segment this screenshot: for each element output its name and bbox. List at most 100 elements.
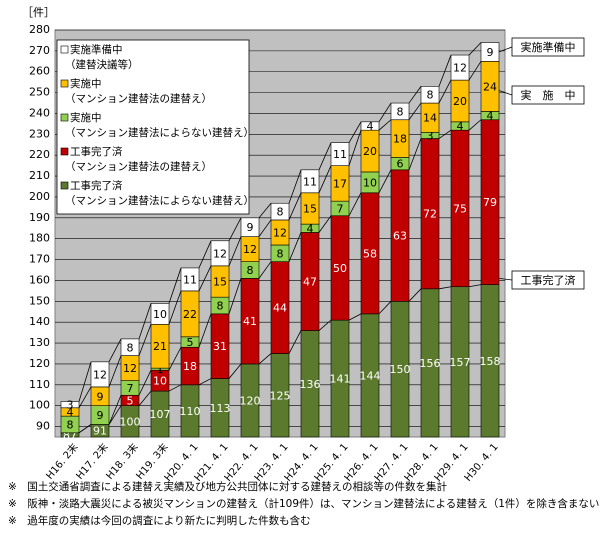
legend-swatch [60,181,69,190]
connector-line [108,395,122,425]
bar-segment [150,303,170,325]
value-label: 11 [183,273,197,286]
value-label: 113 [210,402,231,415]
legend-swatch [60,45,69,54]
y-tick-label: 190 [29,211,50,224]
y-tick-label: 170 [29,253,50,266]
connector-line [198,240,212,269]
value-label: 7 [337,202,344,215]
value-label: 44 [273,302,287,315]
connector-line [378,169,392,193]
footnote: ※ 過年度の実績は今回の調査により新たに判明した件数も含む [8,514,311,527]
bar-segment [60,401,80,409]
connector-line [78,424,92,434]
connector-line [138,324,152,356]
value-label: 7 [127,382,134,395]
value-label: 17 [333,177,347,190]
value-label: 63 [393,230,407,243]
value-label: 110 [180,405,201,418]
value-label: 1 [157,363,164,376]
y-tick-label: 180 [29,232,50,245]
value-label: 20 [363,145,377,158]
y-tick-label: 110 [29,378,50,391]
value-label: 72 [423,208,437,221]
legend: 実施準備中 （建替決議等） 実施中 （マンション建替法の建替え） 実施中 （マンション建替… [56,39,254,215]
legend-sublabel: （建替決議等） [65,58,139,71]
value-label: 10 [363,176,377,189]
value-label: 58 [363,247,377,260]
value-label: 4 [307,222,314,235]
bar-segment [360,121,380,131]
value-label: 4 [367,120,374,133]
value-label: 8 [217,300,224,313]
value-label: 100 [120,415,141,428]
connector-line [168,290,182,325]
connector-line [198,313,212,348]
value-label: 91 [93,425,107,438]
value-label: 8 [277,247,284,260]
value-label: 3 [67,399,74,412]
value-label: 4 [67,406,74,419]
connector-line [408,138,422,170]
value-label: 5 [187,336,194,349]
connector-line [348,130,362,166]
value-label: 47 [303,276,317,289]
value-label: 41 [243,315,257,328]
value-label: 8 [247,264,254,277]
bar-segment [330,142,350,166]
legend-label: 工事完了済 [70,145,123,158]
value-label: 5 [127,394,134,407]
value-label: 79 [483,196,497,209]
value-label: 50 [333,262,347,275]
value-label: 8 [427,89,434,102]
connector-line [258,261,272,279]
legend-sublabel: （マンション建替法によらない建替え） [65,194,254,207]
connector-line [468,42,482,56]
y-tick-label: 270 [29,44,50,57]
connector-line [318,142,332,171]
bar-segment [210,240,230,267]
legend-swatch [60,147,69,156]
connector-line [318,215,332,233]
legend-label: 実施中 [70,111,102,124]
y-tick-label: 230 [29,127,50,140]
connector-line [108,405,122,425]
bar-segment [240,217,260,237]
connector-line [198,378,212,386]
value-label: 141 [330,373,351,386]
y-tick-label: 100 [29,399,50,412]
side-label-box [511,270,585,290]
value-label: 156 [420,357,441,370]
leader-line [498,90,513,96]
connector-line [318,319,332,331]
y-unit: ［件］ [22,6,55,19]
bar-segment [420,86,440,104]
leader-line [498,277,513,281]
connector-line [168,384,182,392]
side-label-box [511,37,585,57]
value-label: 8 [397,105,404,118]
value-label: 144 [360,369,381,382]
value-label: 20 [453,95,467,108]
value-label: 158 [480,355,501,368]
connector-line [378,102,392,123]
connector-line [138,390,152,406]
connector-line [468,119,482,131]
value-label: 75 [453,202,467,215]
value-label: 10 [153,308,167,321]
footnote: ※ 阪神・淡路大震災による被災マンションの建替え（計109件）は、マンション建替… [8,497,599,510]
legend-label: 実施準備中 [70,43,123,56]
connector-line [348,192,362,216]
legend-swatch [60,79,69,88]
y-tick-label: 150 [29,294,50,307]
connector-line [228,217,242,241]
value-label: 120 [240,394,261,407]
connector-line [288,330,302,354]
y-tick-label: 240 [29,106,50,119]
leader-line [498,46,513,53]
value-label: 12 [453,62,467,75]
connector-line [228,363,242,379]
value-label: 10 [153,375,167,388]
y-tick-label: 260 [29,65,50,78]
value-label: 9 [97,409,104,422]
